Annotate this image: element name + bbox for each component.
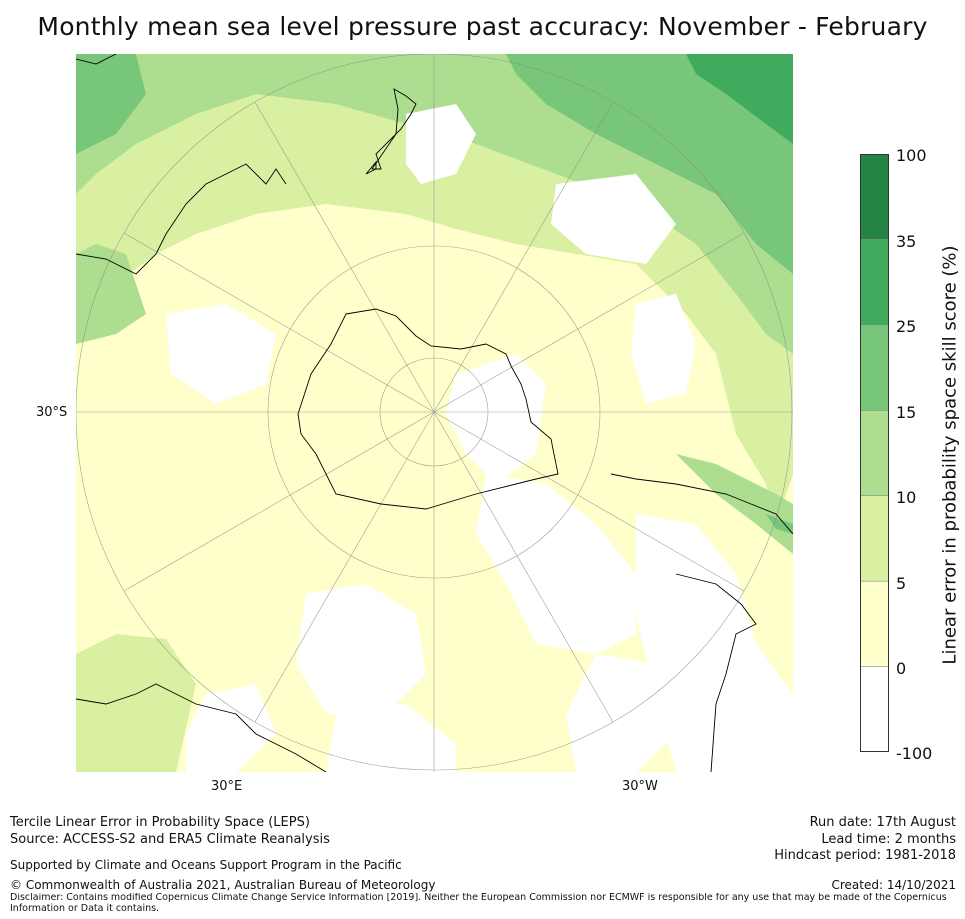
colorbar bbox=[860, 154, 889, 752]
colorbar-tick-35: 35 bbox=[896, 232, 917, 251]
colorbar-bin-35-100 bbox=[860, 154, 889, 240]
skill-zone-15-25 bbox=[506, 54, 793, 274]
lon-label-30e: 30°E bbox=[211, 779, 243, 794]
colorbar-tick-5: 5 bbox=[896, 574, 907, 593]
colorbar-bin-10-15 bbox=[860, 410, 889, 496]
lat-label-30s: 30°S bbox=[36, 405, 68, 420]
footer-created: Created: 14/10/2021 bbox=[831, 878, 956, 892]
colorbar-bin--100-0 bbox=[860, 666, 889, 752]
graticule bbox=[76, 54, 793, 772]
colorbar-bin-15-25 bbox=[860, 324, 889, 411]
footer-lead-time: Lead time: 2 months bbox=[821, 832, 956, 847]
colorbar-tick-100: 100 bbox=[896, 146, 927, 165]
footer-method: Tercile Linear Error in Probability Spac… bbox=[10, 815, 310, 830]
page-title: Monthly mean sea level pressure past acc… bbox=[37, 12, 928, 41]
footer-disclaimer-1: Disclaimer: Contains modified Copernicus… bbox=[10, 893, 947, 903]
colorbar-tick-minus-100: -100 bbox=[896, 744, 933, 763]
footer-source: Source: ACCESS-S2 and ERA5 Climate Reana… bbox=[10, 832, 330, 847]
footer-hindcast: Hindcast period: 1981-2018 bbox=[774, 848, 956, 863]
coastlines bbox=[76, 54, 793, 772]
skill-map bbox=[76, 54, 793, 772]
new-zealand-coast bbox=[371, 88, 417, 170]
colorbar-label: Linear error in probability space skill … bbox=[939, 245, 961, 665]
skill-zone-25-35 bbox=[686, 54, 793, 144]
south-america-coast bbox=[610, 473, 793, 772]
colorbar-tick-0: 0 bbox=[896, 659, 907, 678]
footer-disclaimer-2: Information or Data it contains. bbox=[10, 903, 160, 914]
colorbar-tick-10: 10 bbox=[896, 488, 917, 507]
footer-run-date: Run date: 17th August bbox=[809, 815, 956, 830]
africa-coast bbox=[76, 683, 327, 772]
colorbar-tick-15: 15 bbox=[896, 403, 917, 422]
colorbar-bin-0-5 bbox=[860, 581, 889, 667]
colorbar-bin-25-35 bbox=[860, 239, 889, 325]
lon-label-30w: 30°W bbox=[622, 779, 658, 794]
colorbar-tick-25: 25 bbox=[896, 317, 917, 336]
footer-copyright: © Commonwealth of Australia 2021, Austra… bbox=[10, 878, 436, 892]
antarctica-coast bbox=[297, 308, 559, 510]
footer-support: Supported by Climate and Oceans Support … bbox=[10, 858, 402, 872]
australia-coast bbox=[76, 54, 287, 275]
colorbar-bin-5-10 bbox=[860, 495, 889, 582]
